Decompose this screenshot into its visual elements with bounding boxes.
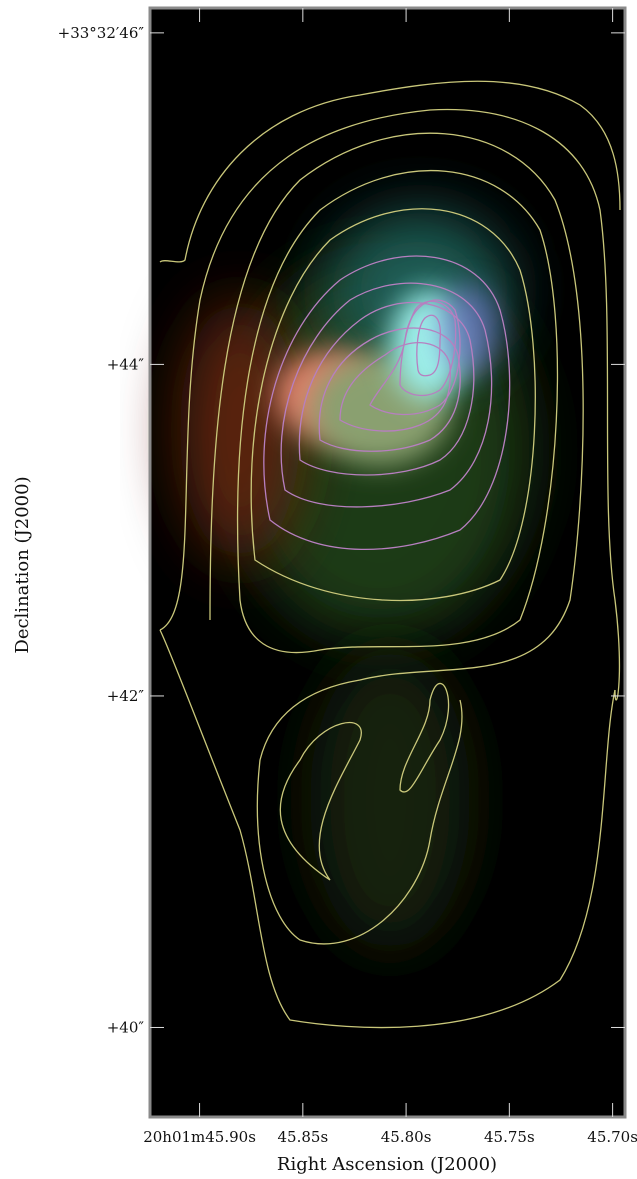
- x-tick-label: 45.80s: [381, 1128, 432, 1146]
- x-tick-label: 45.70s: [587, 1128, 637, 1146]
- plot-frame: [148, 6, 627, 1119]
- y-tick-label: +44″: [107, 355, 145, 373]
- x-tick-label: 45.75s: [484, 1128, 535, 1146]
- contours: [159, 80, 621, 1029]
- y-axis-label: Declination (J2000): [12, 476, 33, 653]
- y-tick-label: +42″: [107, 687, 145, 705]
- image-emission: [180, 210, 530, 950]
- x-tick-label: 45.85s: [278, 1128, 329, 1146]
- x-axis-label: Right Ascension (J2000): [277, 1154, 497, 1175]
- y-tick-label: +33°32′46″: [58, 24, 145, 42]
- y-tick-label: +40″: [107, 1018, 145, 1036]
- x-tick-label: 20h01m45.90s: [143, 1128, 256, 1146]
